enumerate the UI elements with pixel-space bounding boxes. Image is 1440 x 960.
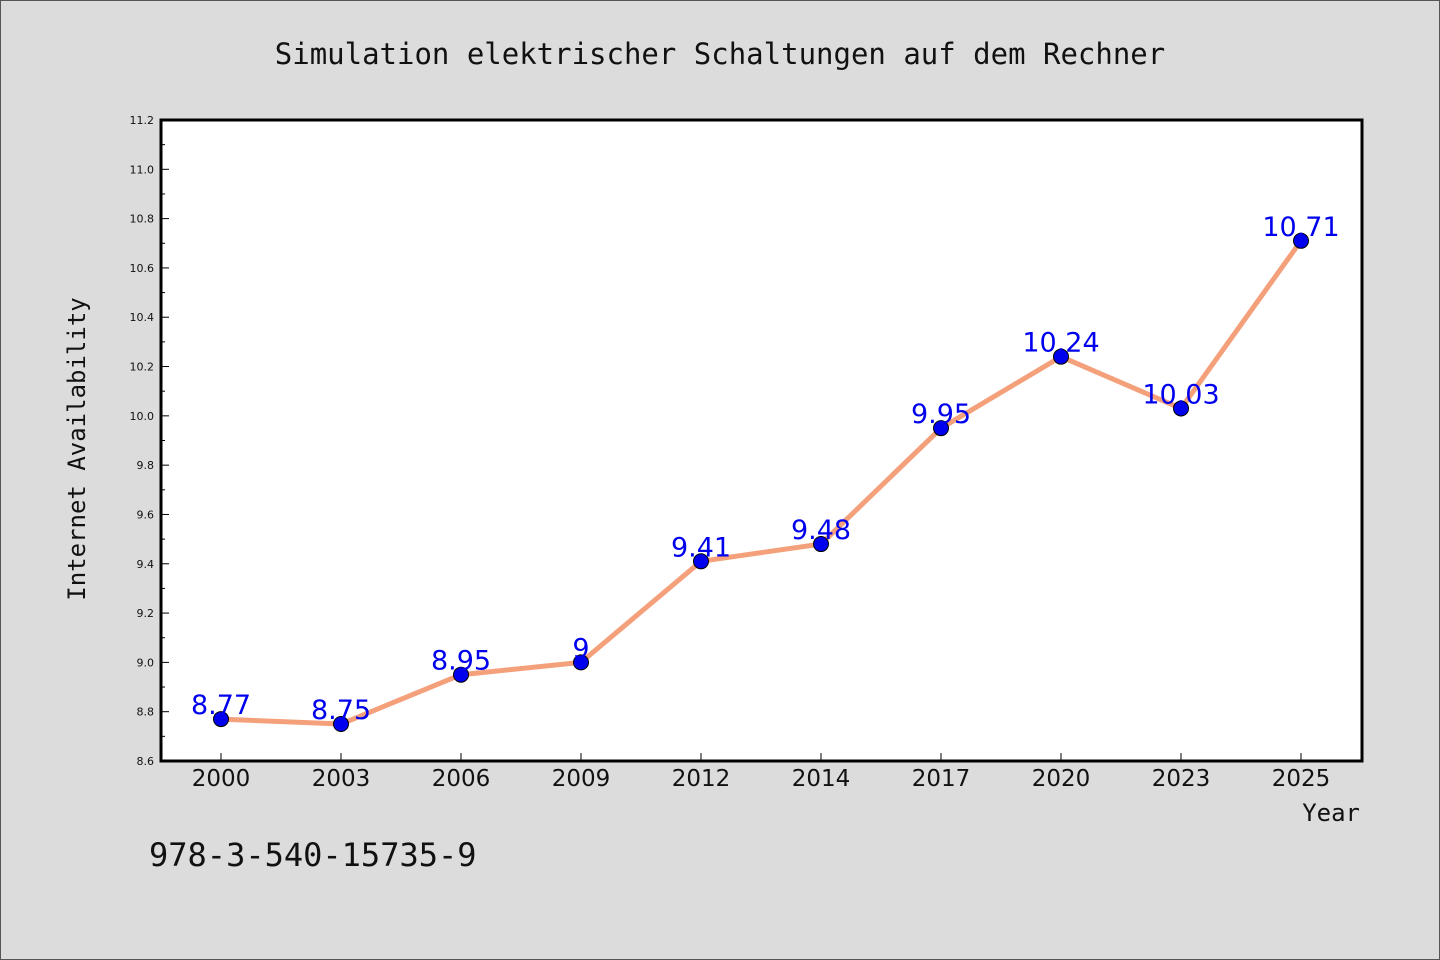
data-label: 9.41: [671, 532, 731, 563]
data-point: [933, 420, 949, 437]
y-tick-label: 9.6: [137, 508, 155, 521]
x-tick-label: 2009: [552, 766, 611, 792]
data-point: [453, 666, 469, 683]
data-label: 8.75: [311, 695, 371, 726]
y-tick-label: 8.8: [137, 706, 155, 719]
x-tick-label: 2014: [792, 766, 851, 792]
x-axis-ticks: 2000 2003 2006 2009 2012 2014 2017 2020 2023 2025: [192, 753, 1331, 792]
y-tick-label: 11.0: [130, 163, 155, 176]
series-line-group: [218, 238, 1304, 727]
data-label: 9.95: [911, 399, 971, 430]
y-tick-label: 10.2: [130, 361, 155, 374]
y-tick-label: 10.8: [130, 213, 155, 226]
data-point: [213, 711, 229, 728]
y-tick-label: 8.6: [137, 755, 155, 768]
x-tick-label: 2006: [432, 766, 491, 792]
data-label: 10.24: [1022, 328, 1099, 359]
data-label: 9: [572, 633, 589, 664]
x-tick-label: 2023: [1152, 766, 1211, 792]
plot-area: [159, 118, 1364, 763]
data-label: 9.48: [791, 515, 851, 546]
chart-title: Simulation elektrischer Schaltungen auf …: [275, 37, 1165, 71]
y-tick-label: 9.0: [137, 656, 155, 669]
isbn-text: 978-3-540-15735-9: [149, 836, 477, 874]
y-tick-label: 10.4: [130, 311, 155, 324]
data-label: 8.77: [191, 690, 251, 721]
data-point: [813, 536, 829, 553]
data-point: [1053, 348, 1069, 365]
x-tick-label: 2017: [912, 766, 971, 792]
x-tick-label: 2000: [192, 766, 251, 792]
x-tick-label: 2020: [1032, 766, 1091, 792]
y-tick-label: 10.0: [130, 410, 155, 423]
x-tick-label: 2003: [312, 766, 371, 792]
data-markers: [213, 232, 1309, 733]
y-tick-label: 9.2: [137, 607, 155, 620]
series-line: [218, 238, 1304, 727]
y-tick-label: 10.6: [130, 262, 155, 275]
data-point: [1293, 232, 1309, 249]
data-point: [1173, 400, 1189, 417]
data-point: [333, 716, 349, 733]
x-tick-label: 2025: [1272, 766, 1331, 792]
y-axis-ticks: 8.6 8.8 9.0 9.2 9.4 9.6 9.8 10.0 10.2 10.4 10.6 10.…: [130, 114, 169, 768]
y-tick-label: 9.8: [137, 459, 155, 472]
y-axis-label: Internet Availability: [63, 297, 91, 600]
x-axis-label: Year: [1302, 799, 1360, 827]
data-point: [693, 553, 709, 570]
x-tick-label: 2012: [672, 766, 731, 792]
data-label: 10.03: [1142, 379, 1219, 410]
data-label: 8.95: [431, 646, 491, 677]
data-labels: 8.77 8.75 8.95 9 9.41 9.48 9.95 10.24 10.03 10.71: [191, 212, 1340, 726]
y-tick-label: 11.2: [130, 114, 155, 127]
data-point: [573, 654, 589, 671]
data-label: 10.71: [1262, 212, 1339, 243]
y-tick-label: 9.4: [137, 558, 155, 571]
